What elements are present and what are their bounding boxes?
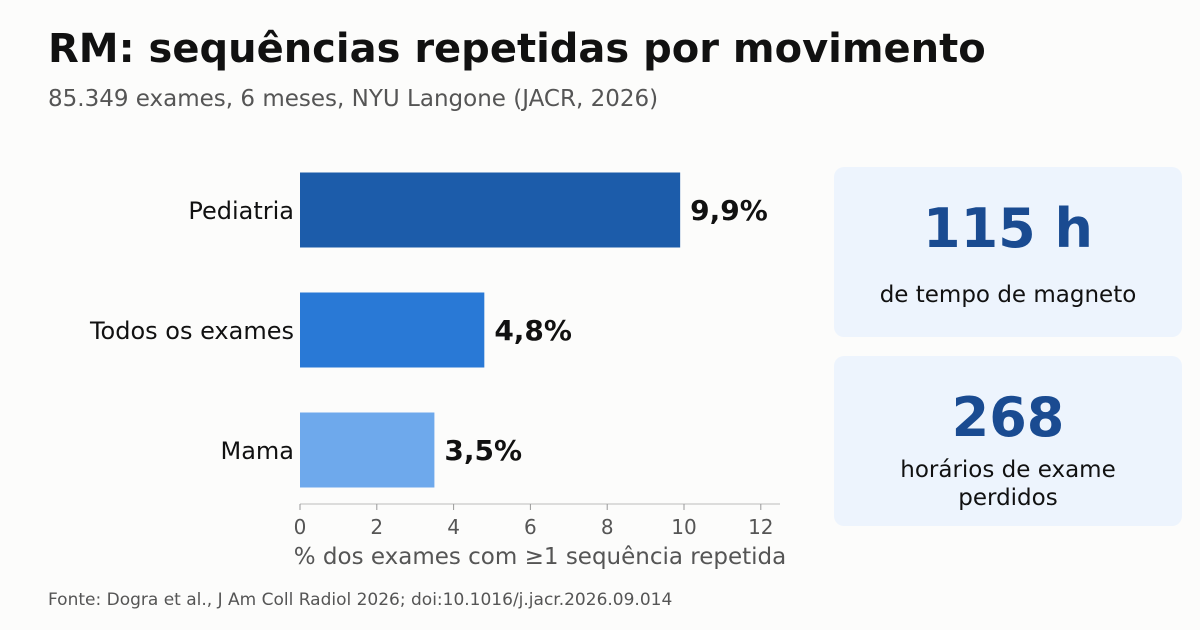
bar-0: [300, 172, 681, 248]
x-tick-label-5: 10: [671, 515, 696, 539]
chart-title: RM: sequências repetidas por movimento: [48, 26, 986, 72]
chart-subtitle: 85.349 exames, 6 meses, NYU Langone (JAC…: [48, 86, 659, 112]
bar-value-label-1: 4,8%: [494, 314, 572, 347]
stat-label-magnet-time: de tempo de magneto: [879, 282, 1137, 308]
stat-label-lost-slots: horários de exame perdidos: [900, 457, 1116, 511]
x-tick-label-6: 12: [748, 515, 773, 539]
x-tick-label-4: 8: [601, 515, 614, 539]
category-label-2: Mama: [221, 437, 295, 465]
x-tick-label-2: 4: [447, 515, 460, 539]
category-label-0: Pediatria: [188, 197, 294, 225]
x-tick-label-1: 2: [370, 515, 383, 539]
bar-chart: 9,9% Pediatria 4,8% Todos os exames 3,5% Mama…: [89, 172, 787, 570]
bar-value-label-2: 3,5%: [444, 434, 522, 467]
bar-1: [300, 292, 485, 368]
source-footnote: Fonte: Dogra et al., J Am Coll Radiol 20…: [48, 590, 673, 610]
stat-value-magnet-time: 115 h: [923, 197, 1093, 260]
stat-value-lost-slots: 268: [951, 386, 1065, 449]
x-axis-label: % dos exames com ≥1 sequência repetida: [294, 544, 787, 570]
bar-2: [300, 412, 435, 488]
stat-card-magnet-time: 115 h de tempo de magneto: [834, 167, 1182, 337]
x-tick-label-3: 6: [524, 515, 537, 539]
stat-card-lost-slots: 268 horários de exame perdidos: [834, 356, 1182, 526]
bar-value-label-0: 9,9%: [690, 194, 768, 227]
category-label-1: Todos os exames: [89, 317, 294, 345]
x-tick-label-0: 0: [294, 515, 307, 539]
